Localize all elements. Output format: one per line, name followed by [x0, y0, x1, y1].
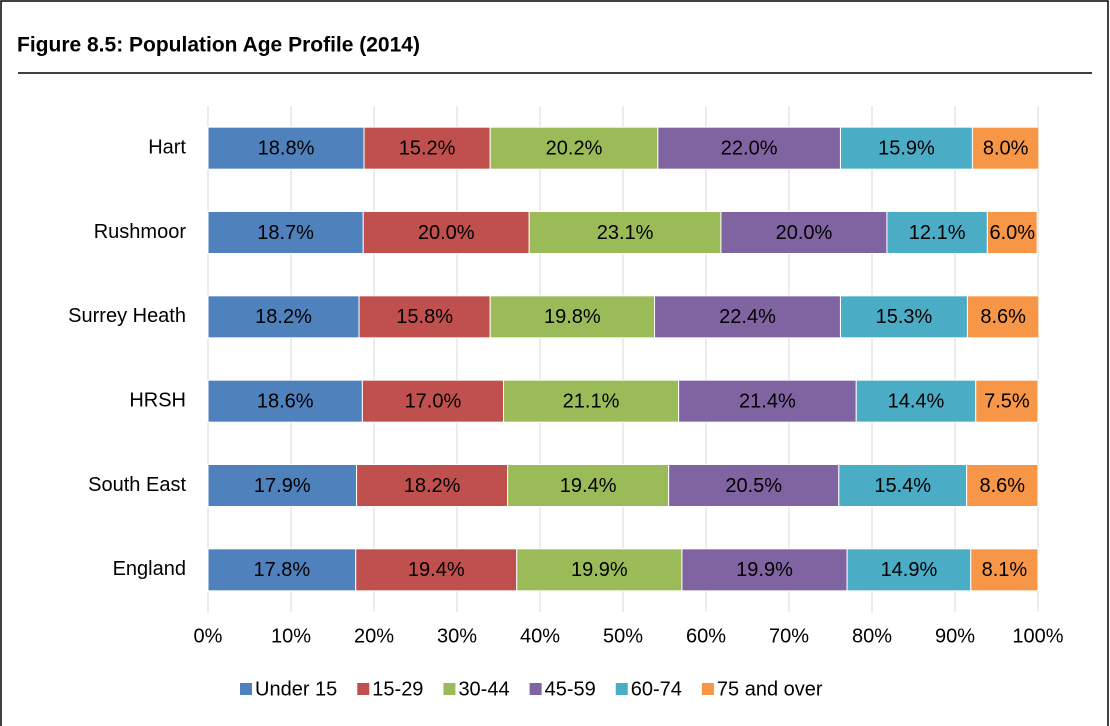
bar-segment: [971, 126, 1040, 170]
data-label: 18.2%: [255, 306, 312, 328]
bar-segment: [516, 548, 683, 592]
legend-swatch: [240, 683, 252, 695]
data-label: 15.9%: [878, 137, 935, 159]
data-label: 22.0%: [721, 137, 778, 159]
bar-segment: [986, 211, 1038, 254]
x-tick-label: 50%: [603, 625, 643, 647]
bar-segment: [975, 379, 1039, 423]
bar-segment: [839, 295, 968, 339]
x-tick-label: 20%: [354, 625, 394, 647]
bar-segment: [207, 211, 364, 254]
y-tick-label: Surrey Heath: [68, 305, 186, 327]
data-label: 20.0%: [418, 222, 475, 244]
x-tick-label: 60%: [686, 625, 726, 647]
x-tick-label: 80%: [852, 625, 892, 647]
data-label: 8.6%: [980, 475, 1026, 497]
bar-segment: [657, 126, 841, 170]
bar-segment: [678, 379, 857, 423]
bar-segment: [489, 295, 656, 339]
legend-swatch: [701, 683, 714, 695]
x-tick-label: 70%: [769, 625, 809, 647]
x-tick-label: 10%: [271, 625, 311, 647]
bar-segment: [846, 548, 972, 592]
bar-segment: [363, 126, 491, 170]
data-label: 20.2%: [546, 137, 603, 159]
legend-swatch: [615, 683, 628, 695]
data-label: 15.8%: [396, 306, 453, 328]
legend-label: 60-74: [631, 678, 682, 700]
data-label: 17.0%: [405, 390, 462, 412]
bar-segment: [507, 464, 670, 507]
bar-segment: [355, 548, 518, 592]
y-tick-label: England: [113, 558, 186, 580]
legend-swatch: [529, 683, 542, 695]
y-tick-label: HRSH: [129, 389, 186, 411]
bar-segment: [207, 295, 360, 339]
data-label: 19.9%: [571, 559, 628, 581]
data-label: 8.0%: [983, 137, 1029, 159]
data-label: 12.1%: [909, 222, 966, 244]
data-label: 18.2%: [404, 475, 461, 497]
data-label: 15.2%: [399, 137, 456, 159]
chart-title: Figure 8.5: Population Age Profile (2014…: [17, 34, 420, 57]
data-label: 8.1%: [982, 559, 1028, 581]
data-label: 21.4%: [739, 390, 796, 412]
data-label: 22.4%: [719, 306, 776, 328]
x-tick-label: 40%: [520, 625, 560, 647]
bar-segment: [361, 379, 504, 423]
bar-segment: [358, 295, 491, 339]
data-label: 19.9%: [736, 559, 793, 581]
bar-segment: [654, 295, 841, 339]
data-label: 17.9%: [254, 475, 311, 497]
legend-label: 45-59: [545, 678, 596, 700]
x-tick-label: 100%: [1012, 625, 1063, 647]
y-tick-label: South East: [88, 474, 186, 496]
x-tick-label: 90%: [935, 625, 975, 647]
data-label: 18.8%: [258, 137, 315, 159]
data-label: 19.4%: [560, 475, 617, 497]
data-label: 18.7%: [257, 222, 314, 244]
legend-swatch: [443, 683, 456, 695]
bar-segment: [356, 464, 509, 507]
y-tick-label: Rushmoor: [94, 221, 187, 243]
bar-segment: [839, 126, 973, 170]
legend-label: 75 and over: [717, 678, 823, 700]
legend-label: Under 15: [255, 678, 337, 700]
data-label: 19.8%: [544, 306, 601, 328]
legend-label: 30-44: [458, 678, 509, 700]
data-label: 15.3%: [876, 306, 933, 328]
data-label: 19.4%: [408, 559, 465, 581]
y-tick-label: Hart: [148, 136, 186, 158]
bar-segment: [838, 464, 968, 507]
bar-segment: [489, 126, 659, 170]
data-label: 14.9%: [881, 559, 938, 581]
data-label: 20.5%: [725, 475, 782, 497]
data-label: 14.4%: [888, 390, 945, 412]
data-label: 20.0%: [776, 222, 833, 244]
data-label: 18.6%: [257, 390, 314, 412]
bar-segment: [502, 379, 680, 423]
legend-swatch: [357, 683, 370, 695]
data-label: 8.6%: [980, 306, 1026, 328]
data-label: 15.4%: [874, 475, 931, 497]
data-label: 23.1%: [597, 222, 654, 244]
x-tick-label: 0%: [194, 625, 223, 647]
bar-segment: [966, 464, 1039, 507]
x-tick-label: 30%: [437, 625, 477, 647]
bar-segment: [966, 295, 1040, 339]
data-label: 17.8%: [254, 559, 311, 581]
bar-segment: [720, 211, 888, 254]
data-label: 7.5%: [984, 390, 1030, 412]
data-label: 6.0%: [989, 222, 1035, 244]
legend-label: 15-29: [372, 678, 423, 700]
data-label: 21.1%: [563, 390, 620, 412]
bar-segment: [528, 211, 722, 254]
bar-segment: [207, 126, 365, 170]
bar-segment: [886, 211, 988, 254]
bar-segment: [970, 548, 1039, 592]
bar-segment: [207, 548, 357, 592]
